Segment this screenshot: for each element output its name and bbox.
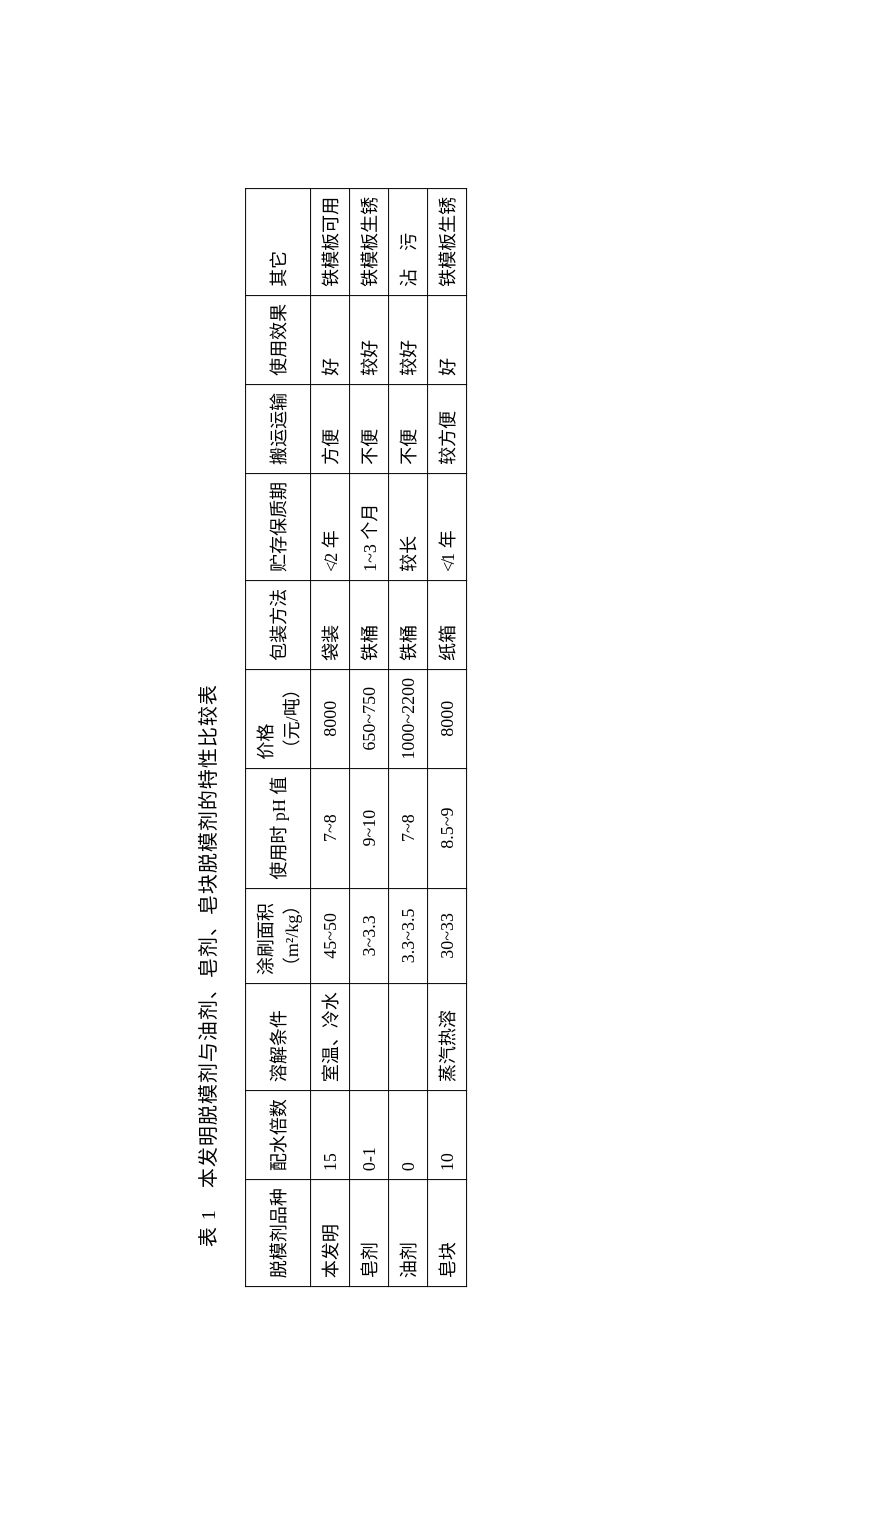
cell-packaging: 铁桶 <box>350 580 389 669</box>
cell-price: 650~750 <box>350 669 389 768</box>
cell-other: 沾 污 <box>389 188 428 295</box>
table-caption: 表 1 本发明脱模剂与油剂、皂剂、皂块脱模剂的特性比较表 <box>192 684 221 1247</box>
cell-other: 铁模板生锈 <box>428 188 467 295</box>
cell-packaging: 纸箱 <box>428 580 467 669</box>
col-header-coverage: 涂刷面积 （m²/kg） <box>246 888 311 983</box>
cell-other: 铁模板可用 <box>311 188 350 295</box>
cell-product: 皂块 <box>428 1180 467 1287</box>
cell-shelf-life: 1~3 个月 <box>350 473 389 580</box>
cell-shelf-life: 较长 <box>389 473 428 580</box>
cell-shelf-life: ≮1 年 <box>428 473 467 580</box>
cell-water-ratio: 0-1 <box>350 1091 389 1180</box>
col-header-shelf-life: 贮存保质期 <box>246 473 311 580</box>
col-header-product: 脱模剂品种 <box>246 1180 311 1287</box>
comparison-table: 脱模剂品种 配水倍数 溶解条件 涂刷面积 （m²/kg） 使用时 pH 值 价格… <box>245 188 467 1287</box>
cell-effect: 较好 <box>350 295 389 384</box>
cell-other: 铁模板生锈 <box>350 188 389 295</box>
col-header-coverage-unit: （m²/kg） <box>278 897 304 975</box>
cell-transport: 方便 <box>311 384 350 473</box>
col-header-price-unit: （元/吨） <box>278 678 304 760</box>
col-header-transport: 搬运运输 <box>246 384 311 473</box>
table-row: 本发明 15 室温、冷水 45~50 7~8 8000 袋装 ≮2 年 方便 好… <box>311 188 350 1286</box>
cell-coverage: 3~3.3 <box>350 888 389 983</box>
cell-effect: 好 <box>428 295 467 384</box>
cell-ph: 8.5~9 <box>428 768 467 888</box>
col-header-packaging: 包装方法 <box>246 580 311 669</box>
cell-water-ratio: 0 <box>389 1091 428 1180</box>
cell-shelf-life: ≮2 年 <box>311 473 350 580</box>
col-header-effect: 使用效果 <box>246 295 311 384</box>
cell-dissolve <box>389 984 428 1091</box>
cell-price: 8000 <box>428 669 467 768</box>
cell-transport: 较方便 <box>428 384 467 473</box>
cell-product: 本发明 <box>311 1180 350 1287</box>
cell-dissolve: 室温、冷水 <box>311 984 350 1091</box>
cell-ph: 9~10 <box>350 768 389 888</box>
table-row: 皂剂 0-1 3~3.3 9~10 650~750 铁桶 1~3 个月 不便 较… <box>350 188 389 1286</box>
cell-transport: 不便 <box>350 384 389 473</box>
cell-price: 1000~2200 <box>389 669 428 768</box>
table-row: 油剂 0 3.3~3.5 7~8 1000~2200 铁桶 较长 不便 较好 沾… <box>389 188 428 1286</box>
cell-packaging: 袋装 <box>311 580 350 669</box>
col-header-ph: 使用时 pH 值 <box>246 768 311 888</box>
cell-packaging: 铁桶 <box>389 580 428 669</box>
cell-dissolve: 蒸汽热溶 <box>428 984 467 1091</box>
page-container: 表 1 本发明脱模剂与油剂、皂剂、皂块脱模剂的特性比较表 脱模剂品种 配水倍数 … <box>192 188 467 1287</box>
cell-transport: 不便 <box>389 384 428 473</box>
cell-effect: 较好 <box>389 295 428 384</box>
col-header-price: 价格 （元/吨） <box>246 669 311 768</box>
cell-water-ratio: 15 <box>311 1091 350 1180</box>
cell-coverage: 30~33 <box>428 888 467 983</box>
col-header-water-ratio: 配水倍数 <box>246 1091 311 1180</box>
table-row: 皂块 10 蒸汽热溶 30~33 8.5~9 8000 纸箱 ≮1 年 较方便 … <box>428 188 467 1286</box>
cell-water-ratio: 10 <box>428 1091 467 1180</box>
cell-product: 皂剂 <box>350 1180 389 1287</box>
cell-coverage: 3.3~3.5 <box>389 888 428 983</box>
cell-price: 8000 <box>311 669 350 768</box>
cell-ph: 7~8 <box>389 768 428 888</box>
table-header-row: 脱模剂品种 配水倍数 溶解条件 涂刷面积 （m²/kg） 使用时 pH 值 价格… <box>246 188 311 1286</box>
cell-product: 油剂 <box>389 1180 428 1287</box>
col-header-other: 其它 <box>246 188 311 295</box>
cell-ph: 7~8 <box>311 768 350 888</box>
cell-coverage: 45~50 <box>311 888 350 983</box>
cell-effect: 好 <box>311 295 350 384</box>
cell-dissolve <box>350 984 389 1091</box>
col-header-dissolve: 溶解条件 <box>246 984 311 1091</box>
